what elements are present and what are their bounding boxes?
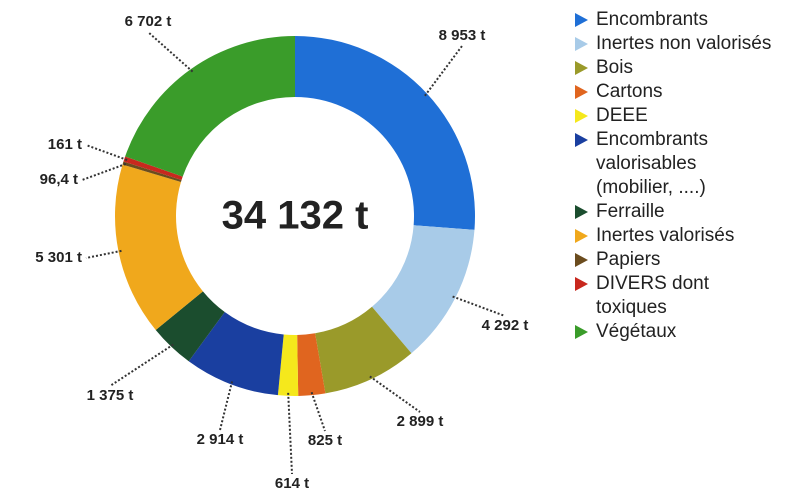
- legend-label: DEEE: [596, 105, 648, 126]
- donut-slice: [297, 333, 326, 396]
- data-label: 614 t: [275, 475, 309, 492]
- legend-marker: [575, 253, 588, 267]
- leader-line: [147, 31, 194, 73]
- legend-label: DIVERS dont toxiques: [596, 273, 709, 318]
- legend-item: Bois: [575, 56, 780, 80]
- donut-slice: [277, 334, 299, 396]
- legend-marker: [575, 37, 588, 51]
- legend-marker: [575, 13, 588, 27]
- leader-line: [109, 343, 174, 387]
- donut-slice: [125, 36, 295, 177]
- donut-slice: [371, 225, 475, 354]
- legend-item: Inertes valorisés: [575, 224, 780, 248]
- leader-line: [85, 249, 122, 259]
- data-label: 5 301 t: [35, 249, 82, 266]
- leader-line: [452, 295, 506, 317]
- legend-label: Encombrants valorisables (mobilier, ....…: [596, 129, 708, 198]
- data-label: 1 375 t: [87, 387, 134, 404]
- data-label: 2 899 t: [397, 413, 444, 430]
- donut-slice: [114, 164, 203, 331]
- legend-item: Encombrants: [575, 8, 780, 32]
- data-label: 2 914 t: [197, 431, 244, 448]
- legend-item: Inertes non valorisés: [575, 32, 780, 56]
- center-total: 34 132 t: [222, 194, 369, 238]
- data-label: 6 702 t: [125, 13, 172, 30]
- data-label: 8 953 t: [439, 27, 486, 44]
- donut-slice: [188, 312, 284, 396]
- legend-item: Ferraille: [575, 200, 780, 224]
- legend-label: Cartons: [596, 81, 663, 102]
- legend-label: Inertes non valorisés: [596, 33, 772, 54]
- data-label: 4 292 t: [482, 317, 529, 334]
- donut-slice: [155, 291, 225, 362]
- legend-item: DIVERS dont toxiques: [575, 272, 780, 320]
- leader-line: [219, 381, 234, 431]
- leader-line: [287, 392, 293, 475]
- legend-item: Végétaux: [575, 320, 780, 344]
- leader-line: [310, 391, 326, 432]
- legend-marker: [575, 205, 588, 219]
- legend-item: DEEE: [575, 104, 780, 128]
- legend-marker: [575, 61, 588, 75]
- legend-item: Encombrants valorisables (mobilier, ....…: [575, 128, 780, 200]
- legend-marker: [575, 325, 588, 339]
- legend-label: Ferraille: [596, 201, 665, 222]
- legend-item: Papiers: [575, 248, 780, 272]
- data-label: 161 t: [48, 136, 82, 153]
- donut-slice: [315, 306, 412, 394]
- donut-slice: [122, 161, 182, 183]
- legend-item: Cartons: [575, 80, 780, 104]
- leader-line: [369, 375, 421, 413]
- data-label: 96,4 t: [40, 171, 78, 188]
- donut-slice: [123, 156, 183, 180]
- data-label: 825 t: [308, 432, 342, 449]
- legend-label: Encombrants: [596, 9, 708, 30]
- legend-label: Végétaux: [596, 321, 677, 342]
- legend-label: Inertes valorisés: [596, 225, 735, 246]
- legend-marker: [575, 133, 588, 147]
- leader-line: [85, 144, 128, 161]
- legend-label: Papiers: [596, 249, 661, 270]
- legend: Encombrants Inertes non valorisés Bois Cart…: [575, 8, 780, 344]
- leader-line: [424, 45, 463, 97]
- donut-slice: [295, 36, 476, 230]
- legend-marker: [575, 85, 588, 99]
- legend-marker: [575, 277, 588, 291]
- legend-marker: [575, 109, 588, 123]
- legend-marker: [575, 229, 588, 243]
- legend-label: Bois: [596, 57, 633, 78]
